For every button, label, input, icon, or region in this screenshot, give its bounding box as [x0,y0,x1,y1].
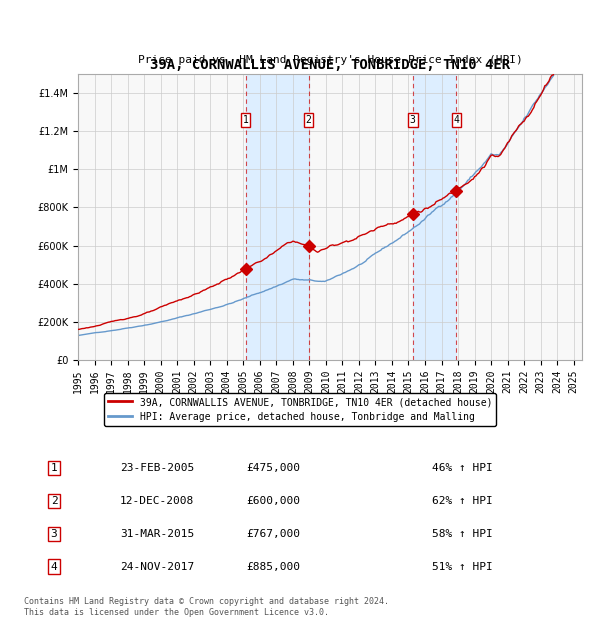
Text: 4: 4 [50,562,58,572]
Text: 51% ↑ HPI: 51% ↑ HPI [432,562,493,572]
Text: 3: 3 [410,115,416,125]
Text: Price paid vs. HM Land Registry's House Price Index (HPI): Price paid vs. HM Land Registry's House … [137,55,523,65]
Text: 1: 1 [50,463,58,473]
Title: 39A, CORNWALLIS AVENUE, TONBRIDGE, TN10 4ER: 39A, CORNWALLIS AVENUE, TONBRIDGE, TN10 … [150,58,510,72]
Text: 58% ↑ HPI: 58% ↑ HPI [432,529,493,539]
Text: 12-DEC-2008: 12-DEC-2008 [120,496,194,506]
Text: 3: 3 [50,529,58,539]
Text: £600,000: £600,000 [246,496,300,506]
Text: £767,000: £767,000 [246,529,300,539]
Text: Contains HM Land Registry data © Crown copyright and database right 2024.
This d: Contains HM Land Registry data © Crown c… [24,598,389,617]
Bar [245,74,308,360]
Text: 46% ↑ HPI: 46% ↑ HPI [432,463,493,473]
Text: 4: 4 [454,115,460,125]
Text: 2: 2 [305,115,311,125]
Text: 31-MAR-2015: 31-MAR-2015 [120,529,194,539]
Text: 24-NOV-2017: 24-NOV-2017 [120,562,194,572]
Text: 2: 2 [50,496,58,506]
Text: 23-FEB-2005: 23-FEB-2005 [120,463,194,473]
Legend: 39A, CORNWALLIS AVENUE, TONBRIDGE, TN10 4ER (detached house), HPI: Average price: 39A, CORNWALLIS AVENUE, TONBRIDGE, TN10 … [104,394,496,426]
Text: £475,000: £475,000 [246,463,300,473]
Text: 1: 1 [242,115,248,125]
Text: 62% ↑ HPI: 62% ↑ HPI [432,496,493,506]
Bar [413,74,457,360]
Text: £885,000: £885,000 [246,562,300,572]
